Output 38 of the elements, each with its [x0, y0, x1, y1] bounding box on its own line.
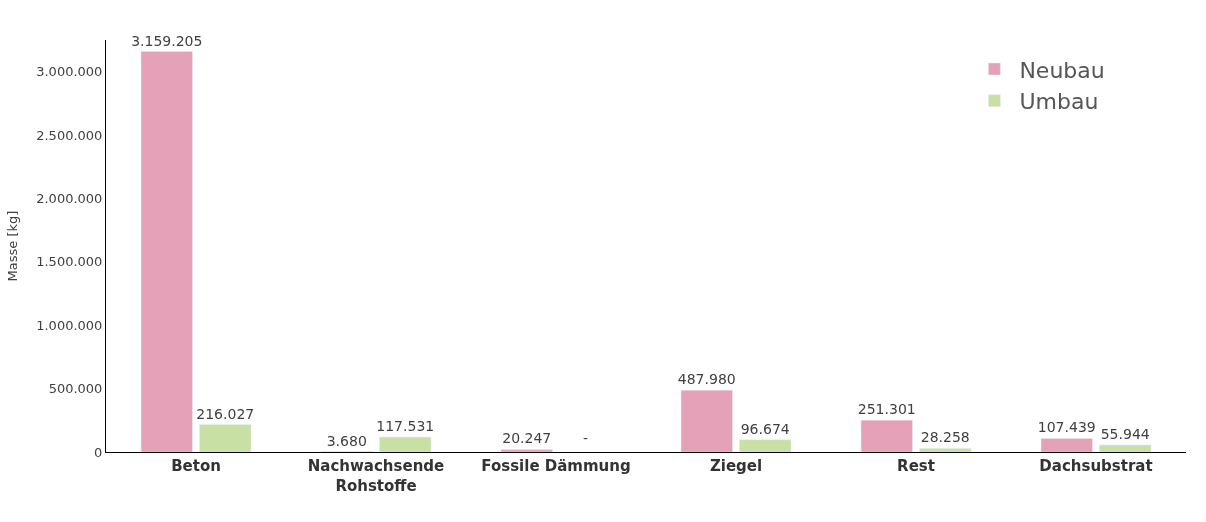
- data-label: 3.680: [326, 432, 367, 449]
- data-label: 487.980: [677, 371, 736, 388]
- y-tick-label: 3.000.000: [36, 64, 103, 80]
- x-tick-label: Rest: [897, 457, 935, 475]
- bar: [860, 419, 913, 452]
- x-tick-label: Beton: [171, 457, 221, 475]
- y-tick-label: 1.000.000: [36, 317, 103, 333]
- data-label: 20.247: [502, 430, 552, 447]
- bar: [500, 449, 553, 452]
- bar: [739, 439, 792, 452]
- x-tick-label: Dachsubstrat: [1039, 457, 1153, 475]
- data-label: 96.674: [740, 420, 790, 437]
- data-label: 251.301: [857, 401, 916, 418]
- bar: [140, 51, 193, 452]
- y-tick-label: 2.000.000: [36, 191, 103, 207]
- y-tick-label: 1.500.000: [36, 254, 103, 270]
- data-label: 216.027: [196, 405, 255, 422]
- data-label: 28.258: [920, 429, 970, 446]
- x-tick-label: Fossile Dämmung: [481, 457, 631, 475]
- y-tick-label: 0: [94, 444, 103, 460]
- data-label: 107.439: [1037, 419, 1096, 436]
- y-axis-title: Masse [kg]: [5, 210, 21, 282]
- x-tick-label: Ziegel: [709, 457, 763, 475]
- bar: [379, 436, 432, 452]
- y-tick-label: 2.500.000: [36, 127, 103, 143]
- bar: [199, 424, 252, 452]
- text: -: [583, 430, 589, 446]
- bar: [919, 448, 972, 452]
- bar: [1099, 444, 1152, 452]
- bar: [680, 389, 733, 452]
- data-label: 3.159.205: [131, 32, 203, 49]
- x-tick-label: Nachwachsende Rohstoffe: [307, 457, 445, 495]
- y-tick-label: 500.000: [48, 381, 103, 397]
- bar: [1040, 438, 1093, 452]
- data-label: 117.531: [376, 418, 435, 435]
- data-label: 55.944: [1100, 425, 1150, 442]
- legend-label: Umbau: [1019, 89, 1099, 115]
- legend-label: Neubau: [1019, 57, 1105, 83]
